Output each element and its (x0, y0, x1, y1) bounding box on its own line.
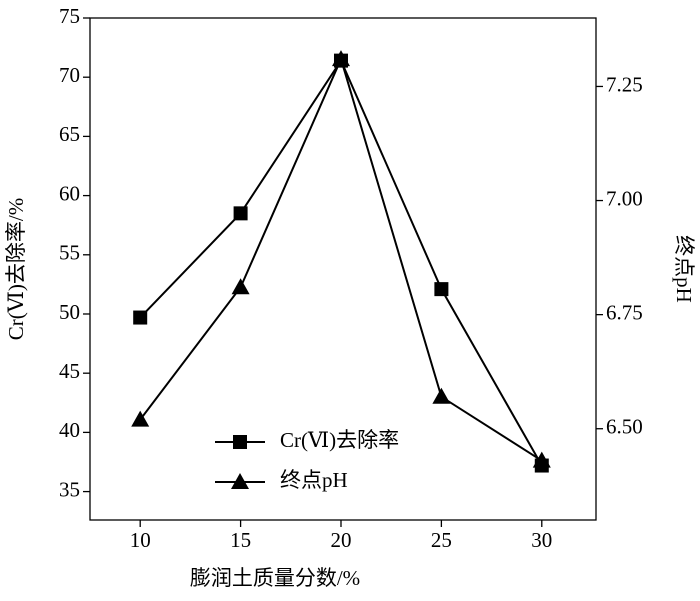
legend-marker (233, 435, 247, 449)
y2-axis-label: 终点pH (672, 235, 696, 303)
x-axis-label: 膨润土质量分数/% (190, 566, 360, 590)
x-tick-label: 30 (531, 528, 552, 552)
y-tick-label: 65 (59, 122, 80, 146)
y-tick-label: 55 (59, 241, 80, 265)
y-tick-label: 45 (59, 359, 80, 383)
y-tick-label: 75 (59, 4, 80, 28)
series-line (139, 58, 543, 467)
x-tick-label: 10 (130, 528, 151, 552)
point-marker (233, 206, 248, 221)
point-marker (131, 410, 150, 427)
legend-marker (231, 473, 249, 489)
x-tick-label: 25 (431, 528, 452, 552)
y2-tick-label: 7.00 (606, 186, 643, 210)
point-marker (331, 50, 350, 67)
series-line (139, 56, 543, 462)
y-tick-label: 50 (59, 300, 80, 324)
y2-tick-label: 7.25 (606, 72, 643, 96)
y-tick-label: 60 (59, 181, 80, 205)
point-marker (432, 387, 451, 404)
legend-label: Cr(Ⅵ)去除率 (280, 428, 399, 452)
y-tick-label: 40 (59, 418, 80, 442)
y-axis-label: Cr(Ⅵ)去除率/% (4, 198, 28, 340)
point-marker (434, 282, 449, 297)
x-tick-label: 20 (330, 528, 351, 552)
legend-label: 终点pH (280, 468, 348, 492)
point-marker (231, 278, 250, 295)
plot-frame (89, 17, 597, 521)
point-marker (133, 310, 148, 325)
y2-tick-label: 6.50 (606, 415, 643, 439)
y-tick-label: 70 (59, 63, 80, 87)
y-tick-label: 35 (59, 477, 80, 501)
y2-tick-label: 6.75 (606, 300, 643, 324)
point-marker (532, 451, 551, 468)
x-tick-label: 15 (230, 528, 251, 552)
